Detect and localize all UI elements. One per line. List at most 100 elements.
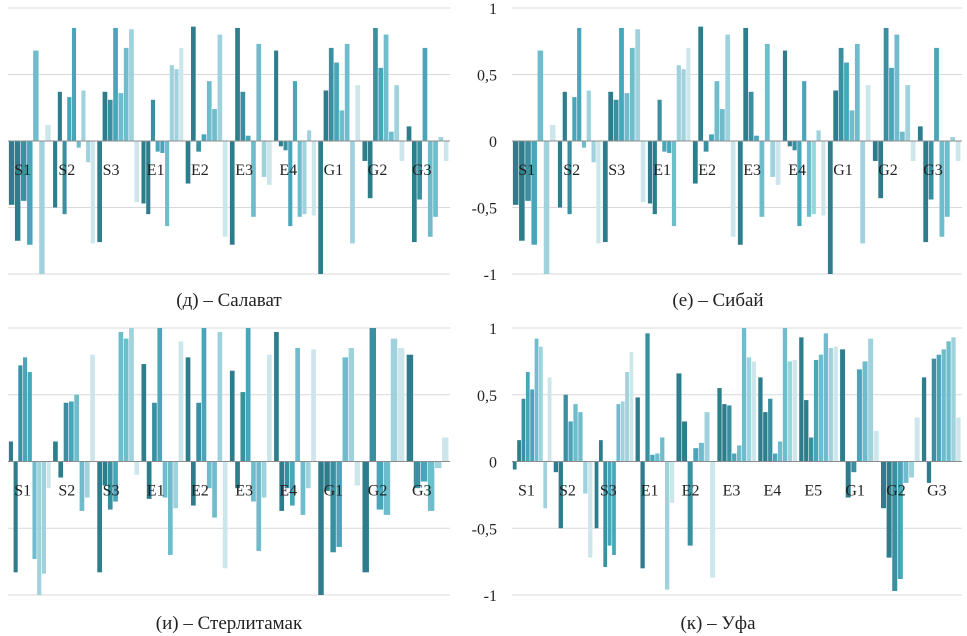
bar xyxy=(873,430,879,462)
bar xyxy=(844,62,849,141)
bar xyxy=(169,65,174,141)
bar xyxy=(899,131,905,141)
bar xyxy=(235,27,240,142)
bar xyxy=(71,27,77,142)
bar xyxy=(330,461,336,553)
bar xyxy=(909,461,915,478)
bar xyxy=(799,337,804,462)
bar xyxy=(662,141,667,152)
bar xyxy=(222,461,228,569)
y-tick-label: -0,5 xyxy=(472,201,497,218)
bar xyxy=(201,328,207,462)
category-label: S3 xyxy=(103,162,120,179)
bar xyxy=(141,364,147,462)
bar xyxy=(517,440,521,462)
bar xyxy=(190,461,196,506)
bar xyxy=(905,85,911,141)
bar xyxy=(58,461,64,478)
bar xyxy=(307,130,312,141)
bar xyxy=(586,90,591,141)
bar xyxy=(652,141,657,215)
bar xyxy=(129,29,134,142)
bar xyxy=(892,461,898,591)
bar xyxy=(63,402,69,462)
bar xyxy=(355,85,361,141)
bar xyxy=(344,43,350,141)
bar xyxy=(660,437,665,462)
bar xyxy=(840,349,846,462)
bar xyxy=(828,348,833,462)
category-label: E1 xyxy=(653,162,671,179)
bar xyxy=(603,461,608,567)
bar xyxy=(669,461,675,503)
bar xyxy=(519,141,525,241)
bar xyxy=(612,461,616,555)
bar xyxy=(862,361,868,462)
bar xyxy=(311,349,316,462)
bar xyxy=(921,377,927,462)
bar xyxy=(613,99,619,141)
bar xyxy=(217,332,223,462)
category-label: E4 xyxy=(764,483,782,500)
category-label: G3 xyxy=(412,162,432,179)
bar xyxy=(427,141,433,237)
bar xyxy=(185,141,191,184)
bar xyxy=(76,141,81,148)
bar xyxy=(719,109,725,141)
bar xyxy=(217,34,223,141)
bar xyxy=(693,448,699,462)
bar xyxy=(362,141,368,161)
bar xyxy=(596,141,601,244)
bar xyxy=(833,346,838,462)
category-label: E3 xyxy=(235,483,253,500)
bar xyxy=(894,34,900,141)
category-label: E4 xyxy=(279,483,297,500)
bar xyxy=(334,62,339,141)
bar xyxy=(591,141,596,163)
bar xyxy=(530,389,535,462)
bar xyxy=(174,69,179,141)
bar xyxy=(443,141,449,161)
category-label: G3 xyxy=(923,162,943,179)
category-label: E2 xyxy=(191,162,209,179)
bar xyxy=(594,461,599,529)
bar xyxy=(97,461,102,573)
category-label: S2 xyxy=(58,483,75,500)
bar xyxy=(399,141,405,161)
bar xyxy=(383,34,389,141)
bar xyxy=(741,328,747,462)
bar xyxy=(775,141,781,185)
bar xyxy=(27,372,32,462)
bar xyxy=(818,354,824,462)
bar xyxy=(838,47,844,141)
bar xyxy=(792,360,797,462)
bar xyxy=(676,65,681,141)
bar xyxy=(692,141,698,184)
bar xyxy=(607,461,612,546)
bar xyxy=(185,357,191,462)
bar xyxy=(568,421,573,462)
bar xyxy=(267,354,272,462)
chart-panel-2: S1 S2 S3 E1 E2 E3 E4 G1 G2 G3 1 0,5 0 -0,5 -1 (е) – Сиб… xyxy=(472,1,962,311)
category-label: S2 xyxy=(563,162,580,179)
bar xyxy=(553,461,559,473)
category-label: G2 xyxy=(368,483,388,500)
bar xyxy=(113,461,118,502)
bar xyxy=(868,338,874,462)
bar xyxy=(196,402,201,462)
bar xyxy=(305,461,311,489)
category-label: S1 xyxy=(14,162,31,179)
bar xyxy=(854,43,860,141)
bar xyxy=(336,461,342,547)
category-label: E3 xyxy=(723,483,741,500)
bar xyxy=(367,141,373,199)
bar xyxy=(168,461,173,555)
bar xyxy=(417,141,422,200)
bar xyxy=(813,360,819,462)
bar xyxy=(90,141,95,244)
bar xyxy=(79,461,85,511)
bar xyxy=(923,141,929,243)
bar xyxy=(74,394,79,462)
bar xyxy=(178,341,184,462)
bar xyxy=(33,50,39,142)
